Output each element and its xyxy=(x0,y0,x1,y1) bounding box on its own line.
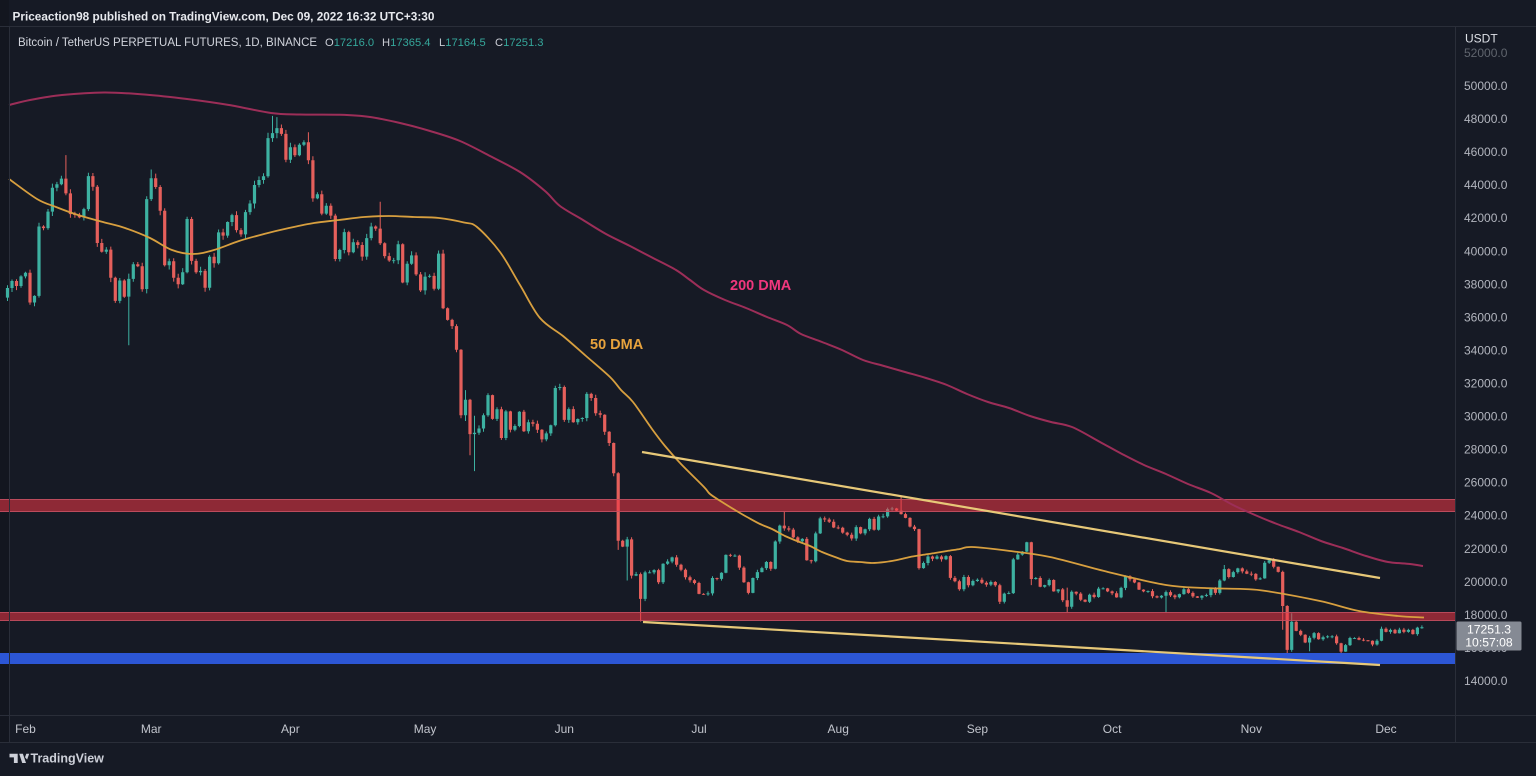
svg-text:L17164.5: L17164.5 xyxy=(439,37,486,49)
svg-text:Sep: Sep xyxy=(967,722,989,736)
svg-text:H17365.4: H17365.4 xyxy=(382,37,431,49)
svg-text:Bitcoin / TetherUS PERPETUAL F: Bitcoin / TetherUS PERPETUAL FUTURES, 1D… xyxy=(18,37,317,49)
svg-text:Jun: Jun xyxy=(555,722,574,736)
svg-text:28000.0: 28000.0 xyxy=(1464,443,1508,457)
svg-text:44000.0: 44000.0 xyxy=(1464,178,1508,192)
svg-text:USDT: USDT xyxy=(1465,32,1498,46)
svg-text:14000.0: 14000.0 xyxy=(1464,674,1508,688)
svg-text:TradingView: TradingView xyxy=(31,752,105,766)
svg-text:O17216.0: O17216.0 xyxy=(325,37,374,49)
svg-text:38000.0: 38000.0 xyxy=(1464,277,1508,291)
svg-text:Aug: Aug xyxy=(828,722,849,736)
svg-text:30000.0: 30000.0 xyxy=(1464,410,1508,424)
svg-text:34000.0: 34000.0 xyxy=(1464,343,1508,357)
svg-text:Jul: Jul xyxy=(691,722,706,736)
svg-text:52000.0: 52000.0 xyxy=(1464,46,1508,60)
svg-text:Priceaction98 published on Tra: Priceaction98 published on TradingView.c… xyxy=(13,10,435,24)
svg-text:32000.0: 32000.0 xyxy=(1464,377,1508,391)
svg-text:22000.0: 22000.0 xyxy=(1464,542,1508,556)
svg-text:Apr: Apr xyxy=(281,722,300,736)
svg-text:18000.0: 18000.0 xyxy=(1464,608,1508,622)
svg-text:48000.0: 48000.0 xyxy=(1464,112,1508,126)
svg-text:42000.0: 42000.0 xyxy=(1464,211,1508,225)
svg-text:17251.3: 17251.3 xyxy=(1467,623,1511,637)
svg-text:Mar: Mar xyxy=(141,722,162,736)
svg-text:50 DMA: 50 DMA xyxy=(590,337,644,353)
svg-text:20000.0: 20000.0 xyxy=(1464,575,1508,589)
svg-text:46000.0: 46000.0 xyxy=(1464,145,1508,159)
svg-text:10:57:08: 10:57:08 xyxy=(1465,636,1513,650)
svg-text:C17251.3: C17251.3 xyxy=(495,37,544,49)
svg-text:Nov: Nov xyxy=(1241,722,1262,736)
svg-text:Dec: Dec xyxy=(1375,722,1396,736)
svg-text:50000.0: 50000.0 xyxy=(1464,79,1508,93)
svg-text:May: May xyxy=(414,722,437,736)
svg-text:Oct: Oct xyxy=(1103,722,1122,736)
svg-text:200 DMA: 200 DMA xyxy=(730,278,792,294)
svg-text:24000.0: 24000.0 xyxy=(1464,509,1508,523)
svg-text:40000.0: 40000.0 xyxy=(1464,244,1508,258)
svg-text:26000.0: 26000.0 xyxy=(1464,476,1508,490)
svg-text:Feb: Feb xyxy=(15,722,36,736)
svg-text:36000.0: 36000.0 xyxy=(1464,310,1508,324)
